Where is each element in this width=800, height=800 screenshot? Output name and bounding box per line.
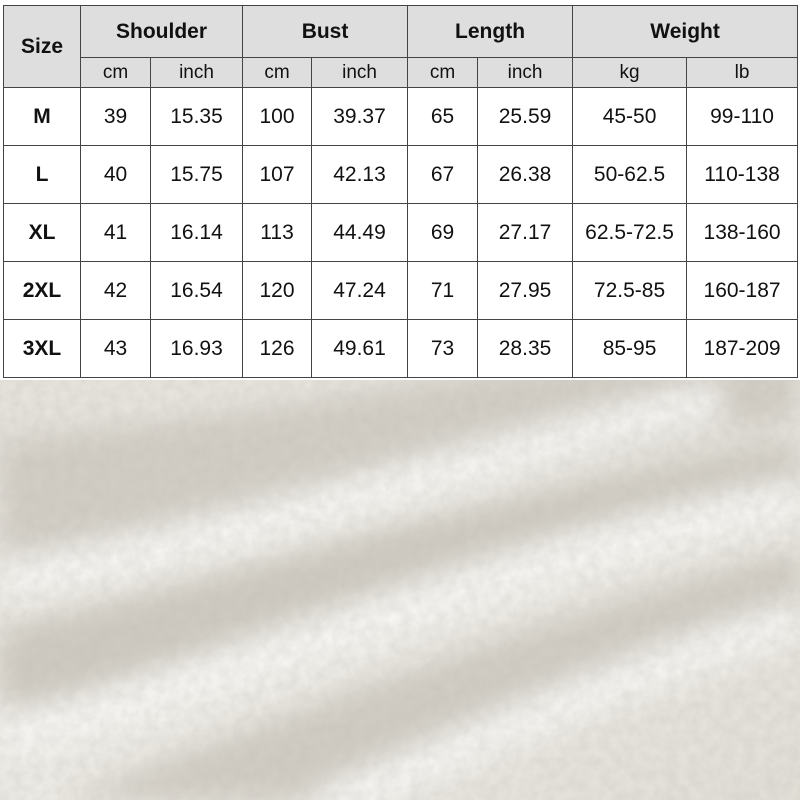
measure-cell: 45-50	[572, 87, 688, 146]
measure-cell: 187-209	[686, 319, 799, 378]
measure-cell: 160-187	[686, 261, 799, 320]
fabric-texture	[0, 380, 800, 800]
size-row: L 40 15.75 107 42.13 67 26.38 50-62.5 110-138	[3, 145, 799, 204]
measure-cell: 26.38	[477, 145, 574, 204]
measure-cell: 72.5-85	[572, 261, 688, 320]
unit-header: cm	[242, 57, 313, 88]
measure-cell: 40	[80, 145, 151, 204]
measure-cell: 49.61	[311, 319, 409, 378]
group-header: Length	[407, 5, 574, 58]
group-header: Bust	[242, 5, 409, 58]
measure-cell: 43	[80, 319, 151, 378]
measure-cell: 67	[407, 145, 479, 204]
size-cell: M	[3, 87, 81, 146]
size-row: XL 41 16.14 113 44.49 69 27.17 62.5-72.5 138-160	[3, 203, 799, 262]
measure-cell: 25.59	[477, 87, 574, 146]
measure-cell: 85-95	[572, 319, 688, 378]
size-cell: L	[3, 145, 81, 204]
measure-cell: 113	[242, 203, 313, 262]
measure-cell: 44.49	[311, 203, 409, 262]
measure-cell: 120	[242, 261, 313, 320]
measure-cell: 69	[407, 203, 479, 262]
unit-header: kg	[572, 57, 688, 88]
table-head: Size Shoulder Bust Length Weight cm inch cm inch…	[3, 5, 799, 88]
unit-header: lb	[686, 57, 799, 88]
measure-cell: 107	[242, 145, 313, 204]
unit-header: cm	[407, 57, 479, 88]
measure-cell: 42	[80, 261, 151, 320]
size-table: Size Shoulder Bust Length Weight cm inch cm inch…	[3, 5, 799, 378]
measure-cell: 27.17	[477, 203, 574, 262]
size-cell: 2XL	[3, 261, 81, 320]
measure-cell: 110-138	[686, 145, 799, 204]
measure-cell: 50-62.5	[572, 145, 688, 204]
unit-header: inch	[149, 57, 244, 88]
measure-cell: 39	[80, 87, 151, 146]
fabric-photo	[0, 380, 800, 800]
measure-cell: 15.75	[149, 145, 244, 204]
group-header: Weight	[572, 5, 799, 58]
measure-cell: 16.93	[149, 319, 244, 378]
measure-cell: 28.35	[477, 319, 574, 378]
measure-cell: 100	[242, 87, 313, 146]
table-body: M 39 15.35 100 39.37 65 25.59 45-50 99-110 L 40 15.…	[3, 87, 799, 378]
measure-cell: 138-160	[686, 203, 799, 262]
corner-header: Size	[3, 5, 81, 88]
unit-header: inch	[311, 57, 409, 88]
unit-header: inch	[477, 57, 574, 88]
size-cell: 3XL	[3, 319, 81, 378]
measure-cell: 16.14	[149, 203, 244, 262]
measure-cell: 47.24	[311, 261, 409, 320]
group-header: Shoulder	[79, 5, 244, 58]
measure-cell: 41	[80, 203, 151, 262]
unit-row: cm inch cm inch cm inch kg lb	[4, 57, 799, 88]
measure-cell: 65	[407, 87, 479, 146]
measure-cell: 73	[407, 319, 479, 378]
measure-cell: 16.54	[149, 261, 244, 320]
measure-cell: 71	[407, 261, 479, 320]
group-row: Size Shoulder Bust Length Weight	[3, 5, 799, 88]
size-row: 3XL 43 16.93 126 49.61 73 28.35 85-95 187-209	[3, 319, 799, 378]
size-cell: XL	[3, 203, 81, 262]
size-row: 2XL 42 16.54 120 47.24 71 27.95 72.5-85 160-187	[3, 261, 799, 320]
size-row: M 39 15.35 100 39.37 65 25.59 45-50 99-110	[3, 87, 799, 146]
measure-cell: 15.35	[149, 87, 244, 146]
measure-cell: 39.37	[311, 87, 409, 146]
measure-cell: 62.5-72.5	[572, 203, 688, 262]
measure-cell: 99-110	[686, 87, 799, 146]
measure-cell: 27.95	[477, 261, 574, 320]
measure-cell: 42.13	[311, 145, 409, 204]
measure-cell: 126	[242, 319, 313, 378]
unit-header: cm	[80, 57, 151, 88]
